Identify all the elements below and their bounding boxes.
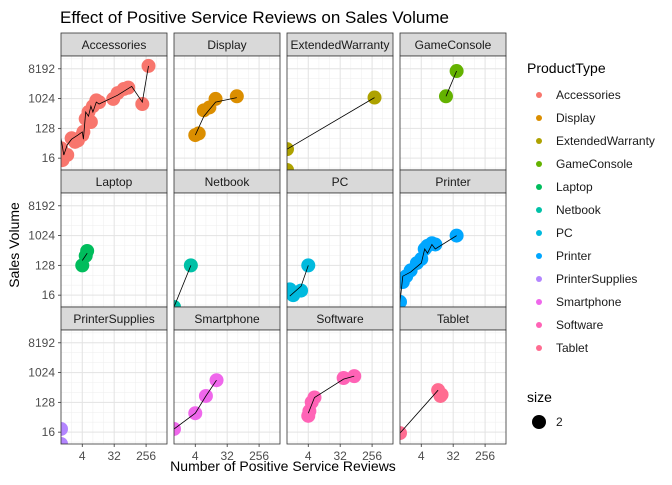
y-tick-label: 1024 — [28, 229, 55, 243]
data-point — [135, 97, 149, 111]
facet-panel: Smartphone 4 32 256 — [167, 307, 280, 463]
legend-key — [536, 161, 542, 167]
y-tick-label: 8192 — [28, 62, 55, 76]
legend-label: Accessories — [556, 88, 621, 102]
data-point — [301, 258, 315, 272]
legend-label: GameConsole — [556, 157, 633, 171]
facet-panel: Laptop 16 128 1024 8192 — [28, 170, 167, 307]
legend-key — [536, 207, 542, 213]
legend-key — [536, 253, 542, 259]
legend-label: Printer — [556, 249, 591, 263]
facet-panels: Accessories 16 128 1024 8192 Display ExtendedW… — [28, 33, 506, 463]
x-tick-label: 256 — [249, 449, 269, 463]
x-tick-label: 4 — [79, 449, 86, 463]
facet-strip-label: Netbook — [205, 175, 251, 189]
x-tick-label: 32 — [221, 449, 235, 463]
data-point — [80, 244, 94, 258]
legend-key — [536, 92, 542, 98]
facet-strip-label: PC — [332, 175, 349, 189]
facet-strip-label: Tablet — [437, 312, 470, 326]
legend-key — [536, 299, 542, 305]
facet-strip-label: Display — [207, 38, 246, 52]
facet-strip-label: ExtendedWarranty — [291, 38, 390, 52]
data-point — [347, 369, 361, 383]
x-tick-label: 4 — [305, 449, 312, 463]
facet-strip-label: GameConsole — [415, 38, 492, 52]
facet-panel: Accessories 16 128 1024 8192 — [28, 33, 167, 170]
facet-panel: PrinterSupplies 16 128 1024 8192 4 32 256 — [28, 307, 167, 463]
x-tick-label: 256 — [475, 449, 495, 463]
facet-strip-label: Laptop — [96, 175, 133, 189]
facet-panel: ExtendedWarranty — [280, 33, 393, 177]
legend-key — [536, 115, 542, 121]
y-tick-label: 16 — [42, 425, 56, 439]
facet-panel: Tablet 4 32 256 — [393, 307, 506, 463]
facet-strip-label: Software — [316, 312, 364, 326]
legend-label: PC — [556, 226, 573, 240]
legend-label: ExtendedWarranty — [556, 134, 655, 148]
data-point — [230, 89, 244, 103]
x-tick-label: 32 — [334, 449, 348, 463]
data-point — [84, 115, 98, 129]
legend-label: Laptop — [556, 180, 593, 194]
y-tick-label: 16 — [42, 151, 56, 165]
legend-title: ProductType — [527, 60, 606, 76]
y-tick-label: 8192 — [28, 336, 55, 350]
facet-panel: PC — [283, 170, 393, 307]
y-tick-label: 1024 — [28, 366, 55, 380]
legend-key — [536, 276, 542, 282]
legend-key — [536, 230, 542, 236]
facet-panel: GameConsole — [400, 33, 506, 170]
data-point — [439, 89, 453, 103]
facet-strip-label: Accessories — [82, 38, 147, 52]
legend-label: Tablet — [556, 341, 589, 355]
x-tick-label: 32 — [447, 449, 461, 463]
data-point — [368, 91, 382, 105]
data-point — [435, 388, 449, 402]
data-point — [121, 81, 135, 95]
legend-size-title: size — [527, 389, 552, 405]
facet-panel: Display — [174, 33, 280, 170]
x-tick-label: 256 — [136, 449, 156, 463]
legend-size-label: 2 — [556, 415, 563, 429]
facet-strip-label: PrinterSupplies — [73, 312, 154, 326]
data-point — [209, 92, 223, 106]
facet-panel: Netbook — [167, 170, 280, 314]
y-tick-label: 128 — [35, 395, 55, 409]
legend-label: Display — [556, 111, 595, 125]
x-tick-label: 32 — [108, 449, 122, 463]
facet-panel: Software 4 32 256 — [287, 307, 393, 463]
legend-label: PrinterSupplies — [556, 272, 637, 286]
y-tick-label: 16 — [42, 288, 56, 302]
y-tick-label: 128 — [35, 258, 55, 272]
legend-key — [536, 138, 542, 144]
facet-strip-label: Smartphone — [194, 312, 260, 326]
y-tick-label: 1024 — [28, 92, 55, 106]
data-point — [450, 229, 464, 243]
x-tick-label: 256 — [362, 449, 382, 463]
legend-key — [536, 345, 542, 351]
legend-key — [536, 322, 542, 328]
y-axis-label: Sales Volume — [6, 202, 22, 288]
y-tick-label: 8192 — [28, 199, 55, 213]
legend-label: Netbook — [556, 203, 602, 217]
data-point — [60, 148, 74, 162]
legend: ProductType Accessories Display ExtendedWa… — [527, 60, 655, 429]
legend-label: Software — [556, 318, 604, 332]
legend-key — [536, 184, 542, 190]
y-tick-label: 128 — [35, 121, 55, 135]
chart-title: Effect of Positive Service Reviews on Sa… — [60, 8, 449, 27]
legend-size-key — [532, 415, 546, 429]
legend-label: Smartphone — [556, 295, 622, 309]
facet-panel: Printer — [393, 170, 506, 309]
data-point — [184, 258, 198, 272]
x-tick-label: 4 — [192, 449, 199, 463]
facet-strip-label: Printer — [435, 175, 470, 189]
legend-items: Accessories Display ExtendedWarranty GameCo… — [536, 88, 655, 355]
x-tick-label: 4 — [418, 449, 425, 463]
